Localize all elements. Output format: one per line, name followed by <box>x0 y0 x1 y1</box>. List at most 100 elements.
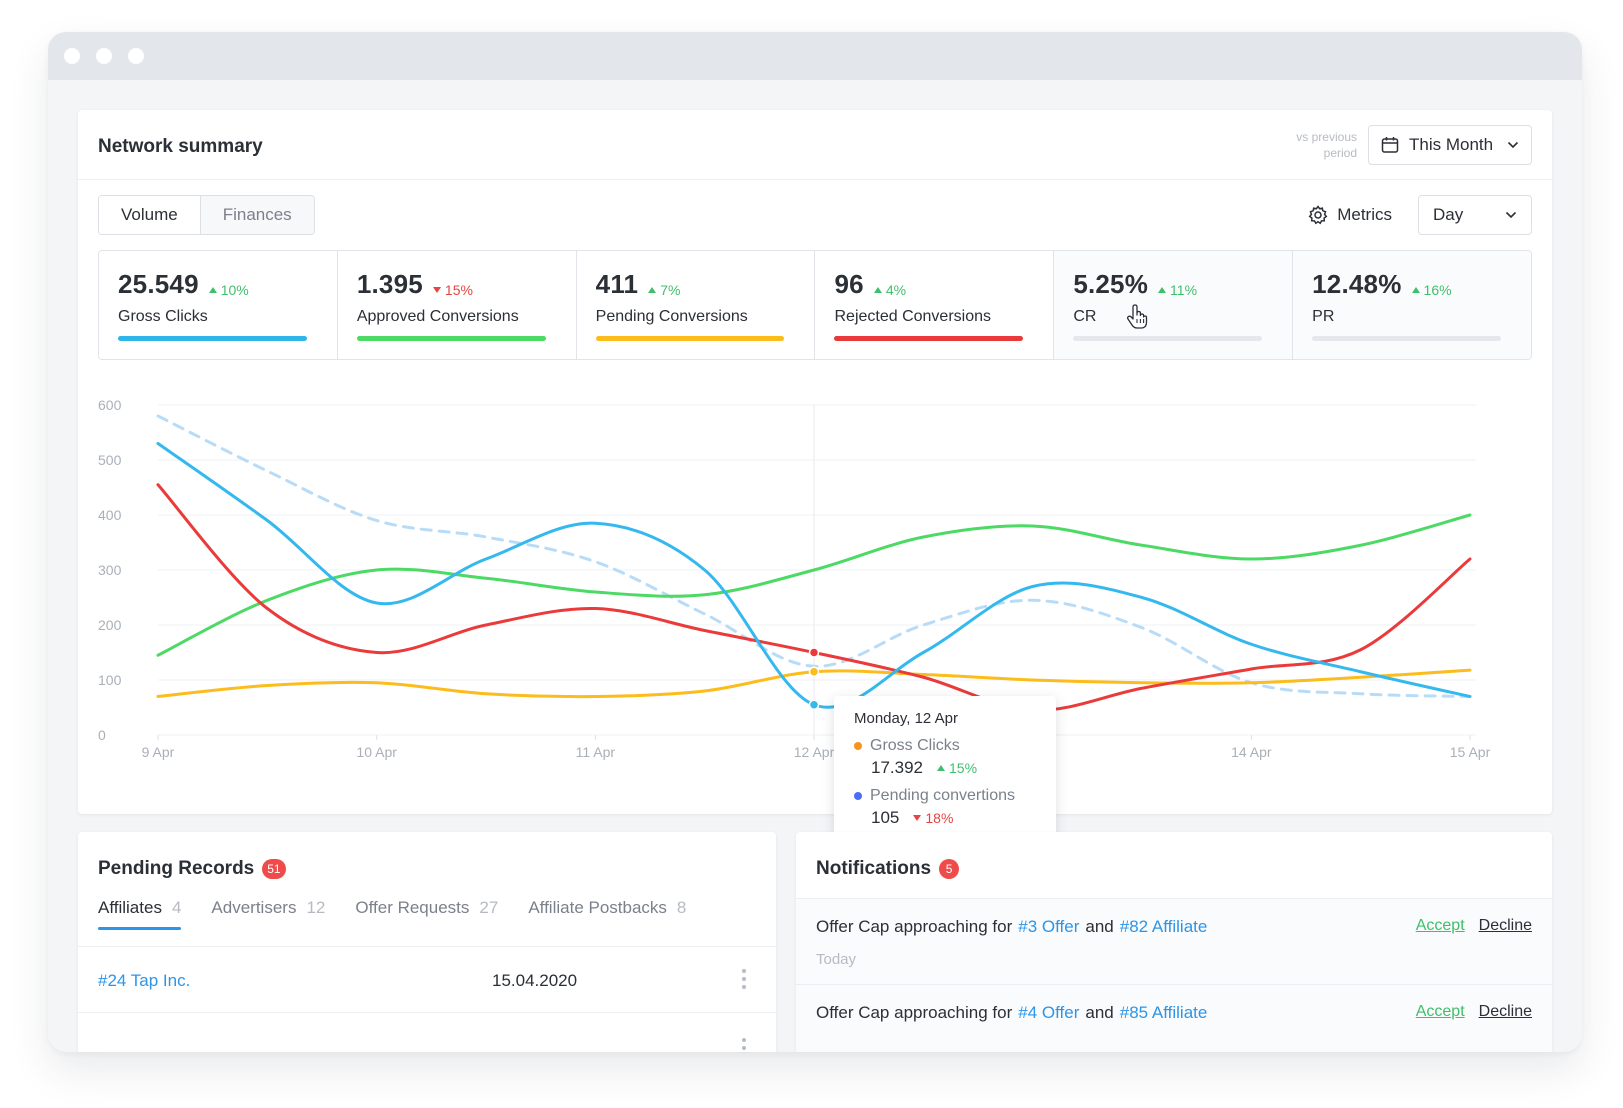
kpi-delta: 10% <box>208 282 249 298</box>
affiliate-link[interactable]: #82 Affiliate <box>1119 917 1208 936</box>
tooltip-value-row: 17.392 15% <box>871 758 1036 778</box>
notification-joiner: and <box>1085 1003 1114 1022</box>
kpi-card[interactable]: 96 4% Rejected Conversions <box>815 251 1055 359</box>
triangle-up-icon <box>1158 287 1167 293</box>
kpi-delta: 7% <box>648 282 680 298</box>
pending-records-badge: 51 <box>262 859 286 879</box>
offer-link[interactable]: #4 Offer <box>1018 1003 1080 1022</box>
tooltip-series-name: Gross Clicks <box>854 737 1036 755</box>
kpi-card[interactable]: 25.549 10% Gross Clicks <box>99 251 338 359</box>
metrics-label: Metrics <box>1337 205 1392 224</box>
accept-link[interactable]: Accept <box>1415 1003 1465 1020</box>
tooltip-item: Gross Clicks 17.392 15% <box>854 737 1036 778</box>
notification-prefix: Offer Cap approaching for <box>816 1003 1013 1022</box>
vs-previous-period-label: vs previous period <box>1296 130 1357 160</box>
kpi-delta-value: 4% <box>885 282 907 298</box>
notification-text: Offer Cap approaching for #3 Offer and #82 … <box>816 917 1207 937</box>
tab-label: Affiliates <box>98 898 162 917</box>
y-tick-label: 0 <box>98 727 106 743</box>
record-name-link[interactable]: #24 Tap Inc. <box>98 971 191 990</box>
tooltip-value: 105 <box>871 808 900 827</box>
notification-time: Today <box>816 951 857 968</box>
tooltip-delta: 15% <box>937 760 977 776</box>
window-maximize-dot[interactable] <box>128 48 144 64</box>
metrics-button[interactable]: Metrics <box>1308 195 1392 235</box>
table-row[interactable]: #24 Tap Inc. 15.04.2020 <box>78 947 776 1013</box>
series-dot-icon <box>854 792 862 800</box>
triangle-up-icon <box>1411 287 1420 293</box>
kpi-value: 25.549 <box>118 269 199 299</box>
notification-prefix: Offer Cap approaching for <box>816 917 1013 936</box>
highlight-point <box>808 699 820 710</box>
triangle-up-icon <box>937 765 945 771</box>
summary-title: Network summary <box>98 136 263 157</box>
kpi-value: 411 <box>595 269 639 299</box>
kpi-delta: 16% <box>1411 282 1452 298</box>
tab-label: Advertisers <box>211 898 297 917</box>
kpi-label: PR <box>1312 308 1335 325</box>
pending-records-tabs: Affiliates 4 Advertisers 12 Offer Requests 27… <box>98 898 686 930</box>
y-tick-label: 600 <box>98 397 122 413</box>
record-date: 15.04.2020 <box>492 971 578 990</box>
kpi-delta: 15% <box>432 282 473 298</box>
kpi-delta-value: 15% <box>444 282 473 298</box>
accept-link[interactable]: Accept <box>1415 917 1465 934</box>
triangle-down-icon <box>913 815 922 821</box>
tooltip-delta: 18% <box>913 810 953 826</box>
kpi-label: CR <box>1073 308 1097 325</box>
highlight-point <box>808 647 820 658</box>
granularity-select[interactable]: Day <box>1418 195 1532 235</box>
tab-volume[interactable]: Volume <box>99 196 200 234</box>
kpi-card[interactable]: 12.48% 16% PR <box>1293 251 1531 359</box>
kpi-card[interactable]: 1.395 15% Approved Conversions <box>337 251 577 359</box>
more-options-icon[interactable] <box>742 969 746 989</box>
tooltip-series-name: Pending convertions <box>854 787 1036 805</box>
tooltip-value-row: 105 18% <box>871 808 1036 828</box>
tab-affiliate-postbacks[interactable]: Affiliate Postbacks 8 <box>528 898 686 928</box>
kpi-top: 5.25% 11% <box>1073 269 1273 300</box>
kpi-delta-value: 7% <box>660 282 681 298</box>
kpi-delta: 4% <box>873 282 907 298</box>
kpi-delta-value: 10% <box>220 282 249 298</box>
kpi-delta-value: 11% <box>1170 282 1198 298</box>
tooltip-value: 17.392 <box>871 758 923 777</box>
line-chart: 0 100 200 300 400 500 600 9 Apr 10 Apr 11 Apr 12 A… <box>78 370 1552 910</box>
tab-count: 12 <box>306 898 326 917</box>
kpi-card[interactable]: 411 7% Pending Conversions <box>576 251 816 359</box>
divider <box>78 946 776 947</box>
series-line-gross-clicks <box>156 442 1472 709</box>
tab-advertisers[interactable]: Advertisers 12 <box>211 898 325 928</box>
summary-header: Network summary vs previous period This … <box>78 110 1552 180</box>
x-tick-label: 9 Apr <box>142 744 175 760</box>
tab-offer-requests[interactable]: Offer Requests 27 <box>355 898 498 928</box>
triangle-down-icon <box>432 287 441 293</box>
kpi-color-bar <box>834 336 1024 341</box>
tab-count: 27 <box>479 898 499 917</box>
chevron-down-icon <box>1505 211 1517 219</box>
kpi-card[interactable]: 5.25% 11% CR <box>1054 251 1294 359</box>
notification-text: Offer Cap approaching for #4 Offer and #85 … <box>816 1003 1207 1023</box>
kpi-strip: 25.549 10% Gross Clicks 1.395 15% Approved Co… <box>98 250 1532 360</box>
triangle-up-icon <box>873 287 882 293</box>
chevron-down-icon <box>1507 141 1519 149</box>
decline-link[interactable]: Decline <box>1478 1003 1532 1020</box>
tab-affiliates[interactable]: Affiliates 4 <box>98 898 182 930</box>
period-select[interactable]: This Month <box>1368 125 1532 165</box>
more-options-icon[interactable] <box>742 1038 746 1052</box>
series-line-approved-conversions <box>156 513 1472 657</box>
kpi-value: 1.395 <box>356 269 423 299</box>
tab-finances[interactable]: Finances <box>199 196 314 234</box>
kpi-color-bar <box>118 336 307 341</box>
x-tick-label: 11 Apr <box>576 744 616 760</box>
affiliate-link[interactable]: #85 Affiliate <box>1119 1003 1208 1022</box>
kpi-top: 25.549 10% <box>118 269 318 300</box>
decline-link[interactable]: Decline <box>1478 917 1532 934</box>
kpi-color-bar <box>595 336 785 341</box>
offer-link[interactable]: #3 Offer <box>1018 917 1080 936</box>
notification-actions: Accept Decline <box>1416 917 1532 935</box>
y-tick-label: 500 <box>98 452 122 468</box>
window-minimize-dot[interactable] <box>96 48 112 64</box>
window-close-dot[interactable] <box>64 48 80 64</box>
kpi-top: 96 4% <box>834 269 1034 300</box>
kpi-delta: 11% <box>1158 282 1197 298</box>
